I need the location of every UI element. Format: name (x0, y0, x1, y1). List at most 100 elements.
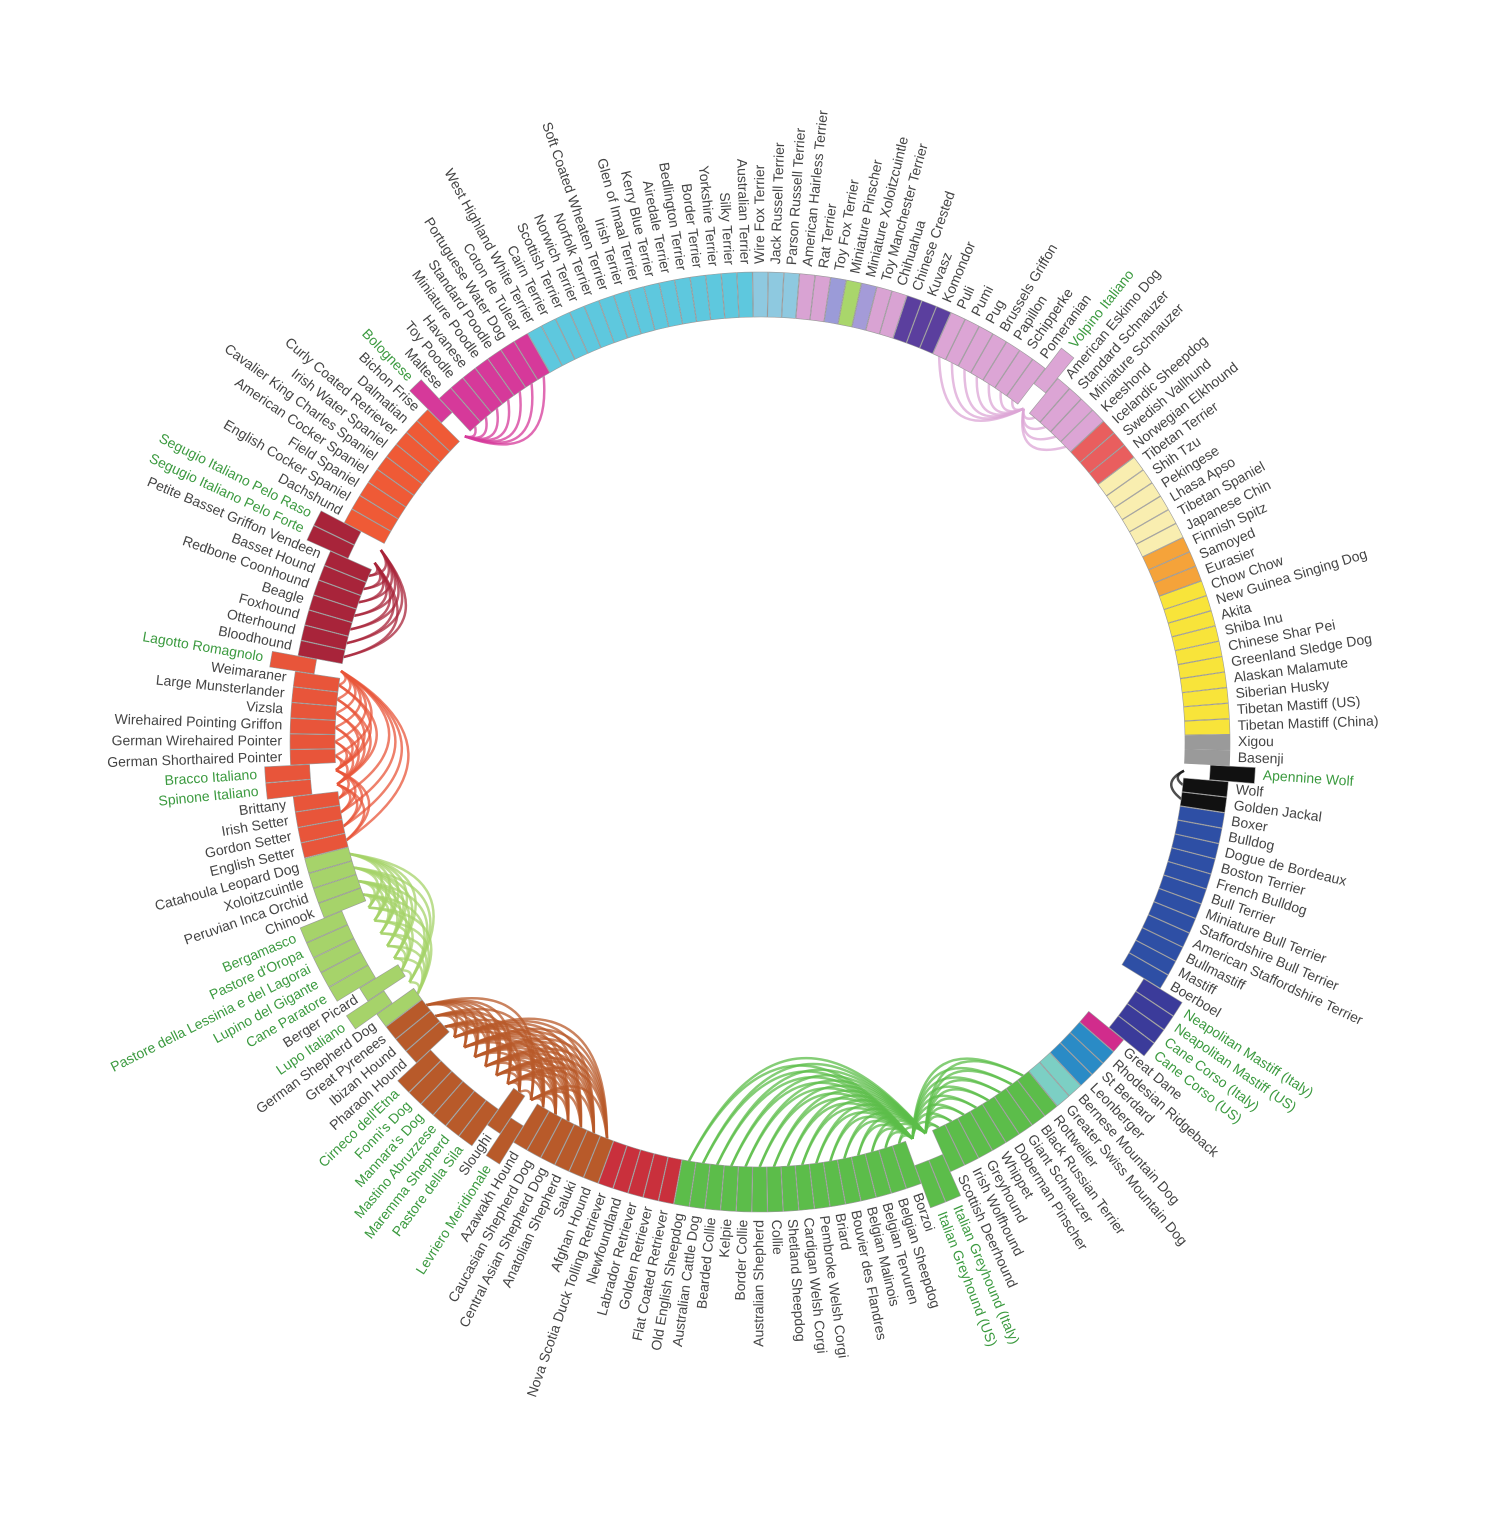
segment (767, 271, 784, 318)
segment (1006, 358, 1046, 405)
chord (1021, 408, 1067, 452)
segment (458, 1100, 499, 1147)
chords (334, 356, 1185, 1168)
segment (385, 999, 431, 1040)
segment (780, 1165, 799, 1212)
segment (598, 295, 628, 344)
chord (368, 549, 388, 578)
segment (1184, 749, 1231, 766)
segment (851, 1153, 877, 1202)
segment (1028, 378, 1070, 423)
segment (1121, 952, 1169, 989)
breed-label: Apennine Wolf (1262, 767, 1354, 789)
segment (1128, 940, 1176, 976)
segment (643, 1153, 669, 1202)
segment (439, 387, 481, 432)
segment (674, 276, 697, 325)
chord (1011, 399, 1025, 412)
segment (306, 924, 355, 959)
segment (982, 341, 1020, 389)
segment (526, 1110, 562, 1158)
breed-label: Boxer (1230, 813, 1269, 835)
segment (299, 910, 348, 943)
chord (464, 376, 546, 446)
segment (837, 1156, 862, 1205)
segment (1079, 432, 1125, 474)
segment (1033, 347, 1075, 394)
segment (475, 358, 515, 405)
segment (1039, 1052, 1081, 1097)
breed-label: Kelpie (716, 1218, 735, 1258)
segment (1039, 388, 1082, 433)
segment (308, 860, 357, 889)
segment (318, 887, 367, 919)
segment (795, 1163, 815, 1211)
segment (306, 525, 355, 559)
segment (313, 580, 362, 610)
segment (1163, 595, 1212, 624)
breed-label: Akita (1219, 599, 1253, 623)
breed-label: Vizsla (246, 698, 284, 716)
segment (878, 1145, 907, 1194)
segment (1135, 978, 1183, 1017)
segment (945, 318, 980, 367)
segment (569, 305, 602, 354)
chord (687, 1064, 914, 1162)
segment (1028, 1061, 1070, 1107)
segment (1148, 901, 1196, 934)
segment (304, 847, 353, 874)
segment (376, 456, 423, 496)
segment (781, 272, 800, 319)
breed-label: Border Collie (732, 1219, 751, 1301)
chord (426, 1003, 459, 1038)
segment (513, 1103, 550, 1151)
segment (1171, 625, 1220, 651)
segment (906, 300, 937, 349)
breed-label: German Wirehaired Pointer (112, 732, 283, 748)
segment (376, 987, 423, 1027)
segment (1017, 1071, 1058, 1117)
segment (1171, 833, 1220, 859)
segment (1167, 847, 1216, 875)
segment (1183, 703, 1230, 722)
segment (932, 312, 966, 360)
segment (970, 333, 1007, 381)
segment (628, 286, 655, 335)
segment (294, 805, 343, 828)
segment (944, 1117, 979, 1166)
segment (919, 306, 952, 354)
segment (1184, 718, 1231, 736)
breed-label: German Shorthaired Pointer (107, 748, 283, 770)
chord (368, 906, 414, 972)
segment (433, 1081, 475, 1127)
segment (598, 1140, 628, 1189)
segment (1049, 1042, 1093, 1086)
segment (513, 333, 550, 381)
segment (462, 367, 503, 413)
segment (736, 1166, 753, 1213)
breed-label: Wire Fox Terrier (751, 164, 767, 264)
segment (300, 625, 349, 651)
segment (540, 1117, 575, 1166)
segment (1142, 914, 1190, 948)
segment (982, 1096, 1020, 1143)
segment (970, 1103, 1007, 1151)
segment (736, 271, 754, 318)
segment (420, 1070, 464, 1116)
segment (1177, 805, 1225, 829)
segment (643, 282, 669, 331)
segment (290, 702, 337, 721)
segment (292, 791, 341, 813)
segment (673, 1159, 697, 1207)
segment (721, 272, 740, 319)
segment (300, 833, 349, 859)
segment (395, 1010, 441, 1052)
segment (1127, 991, 1174, 1030)
segment (313, 510, 362, 546)
segment (408, 1060, 452, 1105)
segment (1060, 1032, 1104, 1075)
segment (487, 1087, 526, 1134)
segment (527, 325, 563, 373)
